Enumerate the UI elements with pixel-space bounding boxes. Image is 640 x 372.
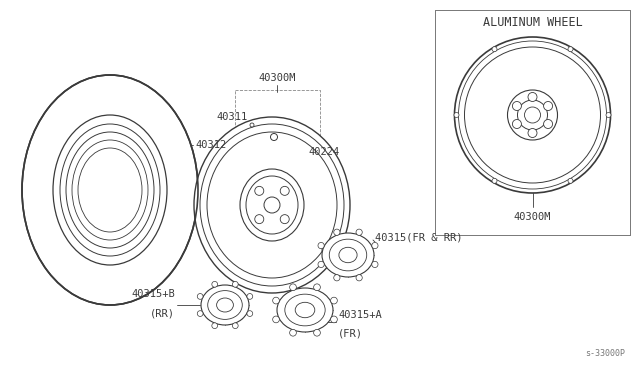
Circle shape xyxy=(528,128,537,138)
Circle shape xyxy=(250,123,254,127)
Circle shape xyxy=(513,102,522,110)
Text: 40311: 40311 xyxy=(217,112,248,122)
Text: 40315(FR & RR): 40315(FR & RR) xyxy=(375,233,463,243)
Ellipse shape xyxy=(339,247,357,263)
Ellipse shape xyxy=(194,117,350,293)
Ellipse shape xyxy=(66,132,154,248)
Circle shape xyxy=(271,134,278,141)
Text: 40315+B: 40315+B xyxy=(131,289,175,299)
Circle shape xyxy=(331,297,337,304)
Ellipse shape xyxy=(200,124,344,286)
Ellipse shape xyxy=(60,124,160,256)
Circle shape xyxy=(518,100,547,130)
Circle shape xyxy=(528,93,537,102)
Text: s-33000P: s-33000P xyxy=(585,349,625,358)
Circle shape xyxy=(197,294,203,299)
Circle shape xyxy=(273,316,280,323)
Circle shape xyxy=(264,197,280,213)
Ellipse shape xyxy=(201,285,249,325)
Ellipse shape xyxy=(53,115,167,265)
Circle shape xyxy=(525,107,541,123)
Text: 40315+A: 40315+A xyxy=(338,310,381,320)
Circle shape xyxy=(255,215,264,224)
Ellipse shape xyxy=(78,148,142,232)
Circle shape xyxy=(508,90,557,140)
Circle shape xyxy=(543,102,552,110)
Text: 40312: 40312 xyxy=(195,140,227,150)
Text: 40224: 40224 xyxy=(308,147,339,157)
Ellipse shape xyxy=(216,298,234,312)
Circle shape xyxy=(333,275,340,281)
Ellipse shape xyxy=(240,169,304,241)
Circle shape xyxy=(197,311,203,317)
Circle shape xyxy=(232,282,238,287)
Circle shape xyxy=(331,316,337,323)
Ellipse shape xyxy=(22,75,198,305)
Text: (RR): (RR) xyxy=(150,308,175,318)
Circle shape xyxy=(290,284,296,291)
Circle shape xyxy=(212,282,218,287)
Circle shape xyxy=(318,261,324,267)
Circle shape xyxy=(280,186,289,195)
Circle shape xyxy=(290,329,296,336)
Circle shape xyxy=(568,178,573,183)
Circle shape xyxy=(324,247,330,253)
Circle shape xyxy=(280,215,289,224)
Circle shape xyxy=(318,243,324,249)
Text: 40300M: 40300M xyxy=(259,73,296,83)
Circle shape xyxy=(372,243,378,249)
Circle shape xyxy=(492,178,497,183)
Circle shape xyxy=(255,186,264,195)
Ellipse shape xyxy=(322,233,374,277)
Ellipse shape xyxy=(72,140,148,240)
Text: 40300M: 40300M xyxy=(514,212,551,222)
Circle shape xyxy=(247,311,253,317)
Circle shape xyxy=(247,294,253,299)
Circle shape xyxy=(322,245,332,255)
Ellipse shape xyxy=(285,294,325,326)
Circle shape xyxy=(372,261,378,267)
Circle shape xyxy=(465,47,600,183)
Circle shape xyxy=(568,46,573,52)
Circle shape xyxy=(333,229,340,235)
Circle shape xyxy=(606,112,611,118)
Circle shape xyxy=(356,275,362,281)
Circle shape xyxy=(492,46,497,52)
Circle shape xyxy=(356,229,362,235)
Ellipse shape xyxy=(208,291,243,320)
Circle shape xyxy=(232,323,238,328)
Circle shape xyxy=(314,284,321,291)
Circle shape xyxy=(513,119,522,128)
Circle shape xyxy=(454,112,459,118)
Ellipse shape xyxy=(295,302,315,318)
Ellipse shape xyxy=(246,176,298,234)
Text: ALUMINUM WHEEL: ALUMINUM WHEEL xyxy=(483,16,582,29)
Text: (FR): (FR) xyxy=(338,329,363,339)
Circle shape xyxy=(454,37,611,193)
Circle shape xyxy=(314,329,321,336)
Bar xyxy=(235,90,320,230)
Ellipse shape xyxy=(329,239,367,271)
Circle shape xyxy=(212,323,218,328)
Ellipse shape xyxy=(207,132,337,278)
Circle shape xyxy=(543,119,552,128)
Circle shape xyxy=(273,297,280,304)
Ellipse shape xyxy=(277,288,333,332)
Circle shape xyxy=(458,41,607,189)
